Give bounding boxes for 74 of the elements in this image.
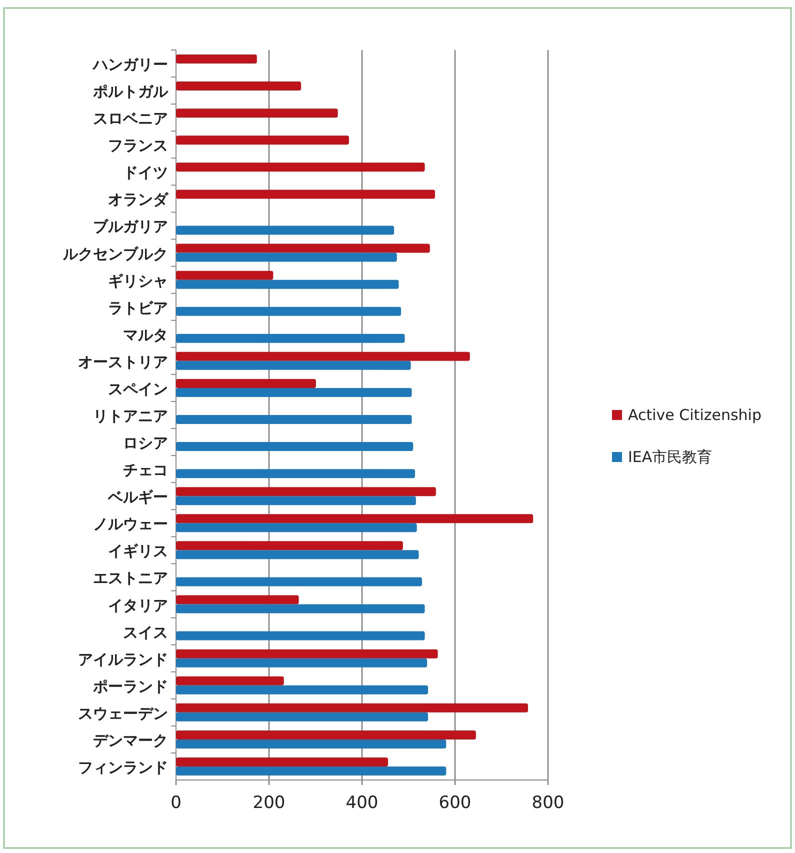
y-tick-label: スイス — [123, 623, 168, 642]
x-tick-label: 400 — [346, 793, 378, 813]
y-tick-label: ブルガリア — [93, 218, 168, 236]
y-tick-label: デンマーク — [93, 731, 168, 750]
bar — [176, 577, 422, 586]
bar — [176, 739, 446, 748]
y-tick-label: エストニア — [93, 569, 168, 588]
bar — [176, 190, 436, 199]
bar — [176, 388, 412, 397]
y-tick-label: スロベニア — [93, 110, 168, 128]
bar — [176, 496, 416, 506]
y-tick-label: ハンガリー — [92, 56, 168, 74]
x-tick-label: 800 — [532, 793, 564, 813]
bar — [176, 469, 416, 478]
bar — [176, 487, 436, 496]
bar — [176, 306, 402, 316]
y-tick-label: ルクセンブルク — [62, 244, 168, 263]
bar — [176, 136, 349, 145]
y-tick-label: ポーランド — [92, 677, 168, 696]
y-tick-label: チェコ — [123, 461, 168, 480]
bar — [176, 550, 419, 560]
bar — [176, 270, 274, 280]
y-tick-label: リトアニア — [93, 407, 168, 425]
bar — [176, 280, 399, 289]
y-tick-label: ラトビア — [108, 298, 168, 317]
bar — [176, 604, 425, 614]
bar — [176, 334, 405, 343]
y-tick-label: ポルトガル — [92, 82, 169, 101]
x-tick-label: 0 — [170, 793, 182, 813]
x-tick-label: 600 — [438, 793, 472, 813]
legend-label: IEA市民教育 — [628, 448, 712, 466]
y-tick-label: ノルウェー — [93, 515, 168, 534]
y-tick-label: スウェーデン — [78, 704, 168, 722]
y-tick-label: ベルギー — [107, 488, 168, 506]
bar — [176, 415, 412, 424]
bar — [176, 378, 316, 388]
bar — [176, 631, 425, 640]
bar — [176, 658, 428, 668]
y-tick-label: ギリシャ — [108, 272, 168, 290]
y-tick-label: オーストリア — [78, 352, 168, 371]
bar — [176, 595, 299, 604]
bar — [176, 703, 528, 712]
y-tick-label: ドイツ — [123, 164, 168, 182]
bar — [176, 712, 428, 722]
y-tick-label: ロシア — [123, 434, 168, 452]
bar — [176, 757, 388, 766]
bar — [176, 523, 417, 532]
y-tick-label: フィンランド — [78, 758, 168, 776]
bar — [176, 442, 414, 452]
bar — [176, 766, 446, 776]
bar — [176, 82, 302, 91]
bar — [176, 352, 470, 361]
bar — [176, 685, 428, 694]
bar — [176, 541, 403, 550]
bar — [176, 514, 534, 524]
bar — [176, 54, 257, 64]
bar — [176, 226, 394, 235]
bar — [176, 676, 284, 686]
y-tick-label: イタリア — [108, 596, 168, 614]
y-tick-label: スペイン — [108, 380, 168, 398]
y-tick-label: イギリス — [108, 542, 168, 560]
bar — [176, 162, 425, 172]
y-tick-label: マルタ — [123, 326, 168, 344]
y-tick-label: オランダ — [108, 190, 169, 209]
bar — [176, 108, 338, 118]
bar — [176, 244, 430, 253]
legend-label: Active Citizenship — [628, 406, 762, 424]
x-tick-label: 200 — [252, 793, 286, 813]
y-tick-label: フランス — [108, 136, 168, 155]
bar — [176, 360, 411, 370]
bar — [176, 730, 476, 740]
y-tick-label: アイルランド — [78, 650, 168, 668]
bar — [176, 252, 397, 262]
bar — [176, 649, 438, 658]
